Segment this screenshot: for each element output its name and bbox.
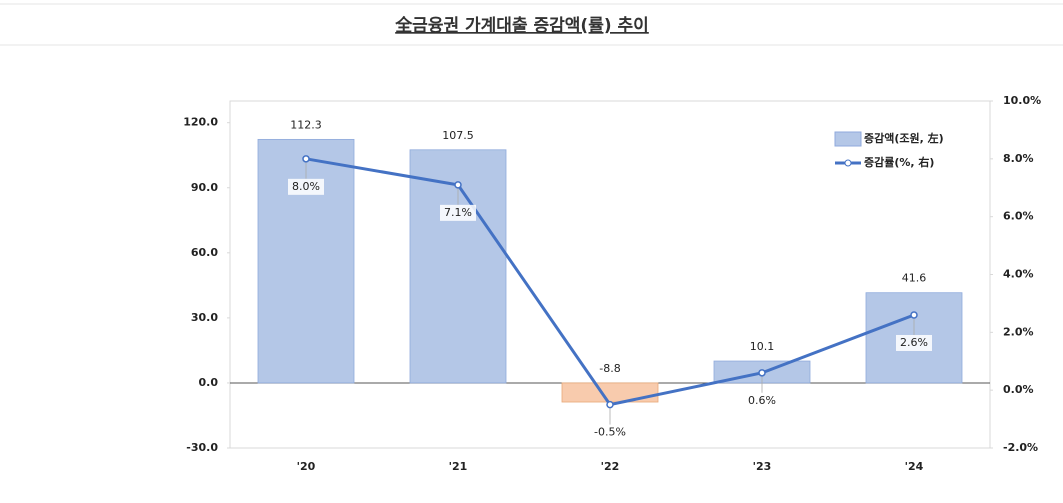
y-tick-label: 0.0	[199, 376, 219, 389]
y2-tick-label: 8.0%	[1003, 152, 1034, 165]
bar-label: 112.3	[290, 118, 322, 131]
bar-label: 10.1	[750, 340, 775, 353]
label-box	[288, 178, 324, 195]
legend-label: 증감액(조원, 左)	[864, 131, 944, 145]
label-box	[896, 334, 932, 351]
bar-label: -8.8	[599, 362, 620, 375]
y2-tick-label: 10.0%	[1003, 94, 1041, 107]
label-box	[592, 424, 628, 441]
y2-tick-label: -2.0%	[1003, 441, 1038, 454]
label-box	[440, 204, 476, 221]
y2-tick-label: 6.0%	[1003, 210, 1034, 223]
bar-label: 41.6	[902, 272, 927, 285]
x-tick-label: '23	[753, 460, 772, 473]
point	[758, 369, 766, 377]
y2-tick-label: 4.0%	[1003, 268, 1034, 281]
point	[302, 155, 310, 163]
y-tick-label: -30.0	[186, 441, 218, 454]
point	[454, 181, 462, 189]
label-box	[744, 392, 780, 409]
legend-marker	[844, 159, 852, 167]
point-label: 2.6%	[900, 336, 928, 349]
point	[606, 400, 614, 409]
y-tick-label: 60.0	[191, 246, 218, 259]
y-tick-label: 90.0	[191, 181, 218, 194]
x-tick-label: '20	[297, 460, 316, 473]
bar-label: 107.5	[442, 129, 474, 142]
x-tick-label: '21	[449, 460, 468, 473]
x-tick-label: '24	[905, 460, 924, 473]
y2-tick-label: 2.0%	[1003, 325, 1034, 338]
point-label: 7.1%	[444, 206, 472, 219]
chart-title: 全금융권 가계대출 증감액(률) 추이	[394, 15, 649, 36]
point	[910, 311, 918, 319]
x-tick-label: '22	[601, 460, 620, 473]
y2-tick-label: 0.0%	[1003, 383, 1034, 396]
legend-swatch	[834, 131, 862, 147]
y-tick-label: 30.0	[191, 311, 218, 324]
y-tick-label: 120.0	[183, 116, 218, 129]
point-label: 8.0%	[292, 180, 320, 193]
bar	[561, 382, 659, 403]
legend-label: 증감률(%, 右)	[864, 155, 934, 169]
point-label: -0.5%	[594, 426, 626, 439]
point-label: 0.6%	[748, 394, 776, 407]
